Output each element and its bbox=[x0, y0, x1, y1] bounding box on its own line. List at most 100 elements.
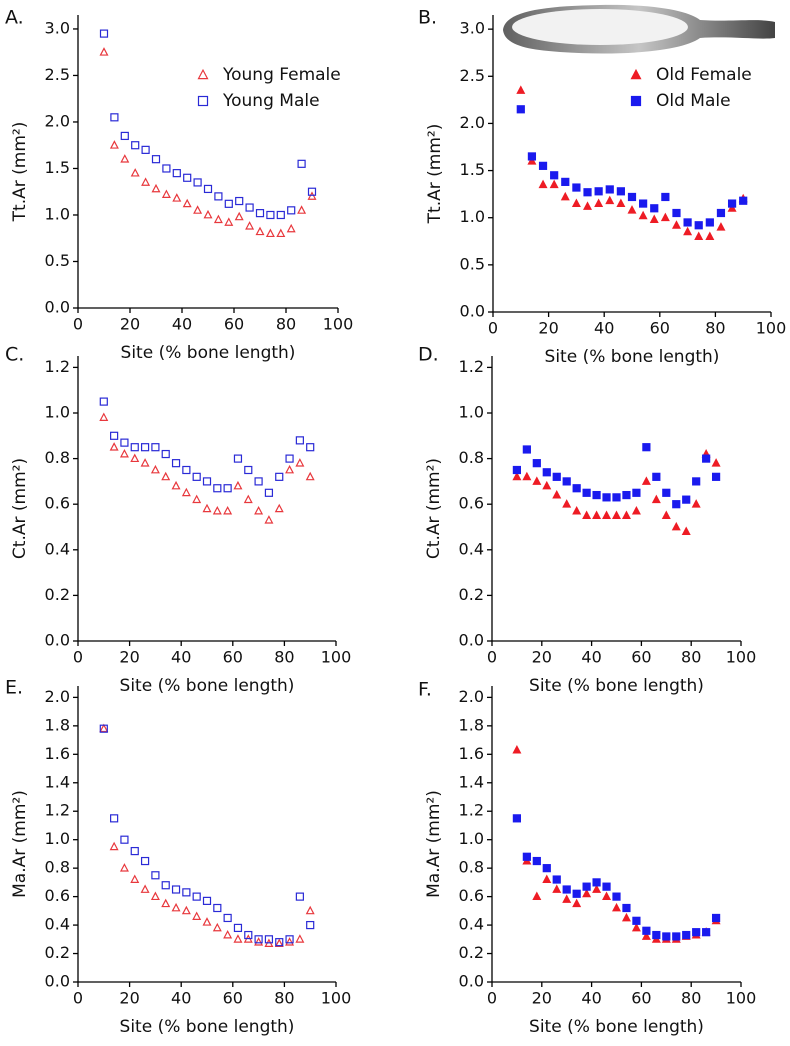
x-axis-label: Site (% bone length) bbox=[120, 676, 295, 696]
x-tick-label: 0 bbox=[488, 319, 498, 338]
data-point bbox=[223, 505, 233, 515]
x-tick-label: 40 bbox=[171, 989, 191, 1008]
data-point bbox=[562, 477, 571, 486]
x-tick-label: 60 bbox=[650, 319, 670, 338]
data-point bbox=[572, 505, 582, 515]
bone-image bbox=[503, 4, 775, 54]
data-point bbox=[233, 454, 243, 463]
y-axis-label: Tt.Ar (mm²) bbox=[10, 122, 30, 223]
data-point bbox=[151, 183, 161, 193]
data-point bbox=[561, 177, 570, 186]
data-point bbox=[110, 431, 119, 440]
data-point bbox=[662, 932, 671, 941]
y-tick-label: 0.4 bbox=[459, 915, 484, 934]
data-point bbox=[621, 510, 631, 520]
data-point bbox=[572, 484, 581, 493]
data-point bbox=[602, 882, 611, 891]
x-tick-label: 0 bbox=[487, 648, 497, 667]
y-tick-label: 0.0 bbox=[45, 972, 70, 991]
data-point bbox=[641, 476, 651, 485]
x-tick-label: 80 bbox=[274, 648, 294, 667]
data-point bbox=[235, 196, 244, 206]
data-point bbox=[682, 495, 691, 504]
data-point bbox=[650, 204, 659, 213]
data-point bbox=[512, 744, 522, 754]
y-tick-label: 3.0 bbox=[45, 18, 70, 37]
data-point bbox=[592, 490, 601, 500]
y-tick-label: 0.0 bbox=[460, 302, 485, 321]
data-point bbox=[295, 934, 305, 943]
data-point bbox=[243, 494, 253, 504]
data-point bbox=[549, 179, 559, 189]
data-point bbox=[572, 898, 582, 908]
data-point bbox=[192, 494, 202, 504]
data-point bbox=[99, 412, 109, 421]
data-point bbox=[181, 487, 191, 497]
data-point bbox=[552, 472, 561, 481]
x-tick-label: 0 bbox=[73, 315, 83, 334]
x-tick-label: 100 bbox=[726, 648, 757, 667]
data-point bbox=[572, 889, 581, 898]
y-tick-label: 2.5 bbox=[45, 65, 70, 84]
y-tick-label: 0.2 bbox=[45, 585, 70, 604]
data-point bbox=[130, 168, 140, 177]
y-tick-label: 2.0 bbox=[45, 111, 70, 130]
data-point bbox=[605, 185, 614, 194]
x-tick-label: 60 bbox=[224, 315, 244, 334]
data-point bbox=[183, 173, 192, 182]
data-point bbox=[245, 221, 255, 230]
data-point bbox=[532, 476, 542, 485]
y-tick-label: 3.0 bbox=[460, 19, 485, 38]
data-point bbox=[583, 188, 592, 197]
data-point bbox=[224, 199, 233, 208]
data-point bbox=[161, 881, 170, 890]
data-point bbox=[305, 905, 315, 915]
x-tick-label: 40 bbox=[594, 319, 614, 338]
y-tick-label: 0.6 bbox=[45, 886, 70, 905]
data-point bbox=[306, 920, 315, 930]
data-point bbox=[582, 888, 592, 898]
data-point bbox=[266, 210, 275, 220]
data-point bbox=[307, 191, 317, 200]
y-tick-label: 0.6 bbox=[45, 494, 70, 513]
x-tick-label: 40 bbox=[581, 989, 601, 1008]
data-point bbox=[151, 443, 160, 452]
x-tick-label: 0 bbox=[73, 648, 83, 667]
data-point bbox=[602, 510, 612, 520]
data-point bbox=[264, 488, 274, 497]
data-point bbox=[612, 510, 621, 520]
y-tick-label: 1.5 bbox=[460, 160, 485, 179]
x-tick-label: 20 bbox=[119, 989, 139, 1008]
data-point bbox=[287, 206, 296, 215]
data-point bbox=[130, 453, 140, 463]
data-point bbox=[182, 888, 191, 897]
data-point bbox=[140, 884, 150, 893]
data-point bbox=[276, 228, 286, 238]
data-point bbox=[141, 177, 151, 186]
data-point bbox=[612, 493, 621, 502]
data-point bbox=[632, 488, 641, 497]
y-tick-label: 2.0 bbox=[45, 687, 70, 706]
y-tick-label: 1.8 bbox=[45, 715, 70, 734]
data-point bbox=[582, 488, 591, 497]
data-point bbox=[516, 105, 525, 114]
data-point bbox=[616, 198, 626, 208]
data-point bbox=[130, 874, 140, 883]
data-point bbox=[141, 145, 150, 154]
data-point bbox=[212, 505, 222, 515]
data-point bbox=[161, 471, 171, 481]
data-point bbox=[641, 931, 651, 940]
x-tick-label: 60 bbox=[631, 989, 651, 1008]
y-tick-label: 0.6 bbox=[459, 886, 484, 905]
data-point bbox=[150, 464, 160, 474]
data-point bbox=[245, 203, 254, 212]
data-point bbox=[202, 917, 212, 926]
y-tick-label: 1.6 bbox=[45, 744, 70, 763]
data-point bbox=[652, 930, 661, 940]
data-point bbox=[683, 218, 692, 227]
data-point bbox=[182, 198, 192, 208]
data-point bbox=[622, 490, 631, 500]
data-point bbox=[255, 226, 265, 236]
x-tick-label: 60 bbox=[223, 989, 243, 1008]
data-point bbox=[119, 863, 129, 872]
